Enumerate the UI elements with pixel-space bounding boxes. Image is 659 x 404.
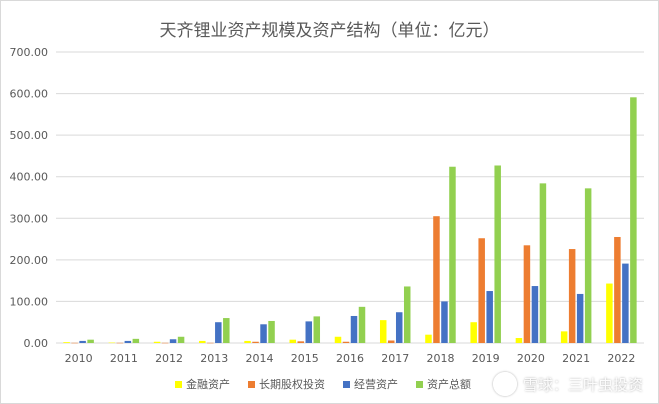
bar — [252, 341, 259, 343]
bar — [79, 340, 86, 343]
y-tick-label: 400.00 — [10, 171, 49, 184]
bar — [606, 283, 613, 343]
x-tick-label: 2021 — [562, 352, 590, 365]
bar — [305, 321, 313, 343]
bar — [614, 236, 621, 343]
bar — [215, 322, 222, 343]
bar — [395, 312, 403, 343]
bar — [334, 336, 342, 343]
bar — [494, 165, 501, 343]
legend-swatch-equity — [248, 380, 255, 388]
x-tick-label: 2018 — [426, 352, 454, 365]
legend-label-operating: 经营资产 — [354, 378, 398, 391]
legend-swatch-operating — [343, 380, 350, 388]
bar — [223, 318, 230, 343]
bar — [153, 341, 161, 343]
legend-label-equity: 长期股权投资 — [259, 378, 325, 391]
x-tick-label: 2011 — [110, 352, 138, 365]
bar — [433, 216, 440, 343]
bar — [124, 340, 132, 343]
bar — [260, 324, 267, 343]
x-tick-label: 2012 — [155, 352, 183, 365]
legend-item-financial: 金融资产 — [175, 376, 230, 392]
legend-label-financial: 金融资产 — [186, 378, 230, 391]
x-tick-label: 2016 — [336, 352, 364, 365]
bar — [289, 339, 297, 343]
bar — [358, 306, 366, 343]
bar — [207, 342, 214, 344]
bar — [379, 320, 387, 343]
x-tick-label: 2013 — [200, 352, 228, 365]
bar — [132, 338, 140, 343]
bar — [387, 340, 395, 343]
watermark-text: 雪球：三叶虫投资 — [522, 375, 643, 394]
bar — [313, 316, 321, 343]
x-tick-label: 2015 — [291, 352, 319, 365]
bar — [470, 322, 477, 343]
bar — [169, 339, 177, 343]
bar — [199, 340, 206, 343]
y-tick-label: 600.00 — [10, 88, 49, 101]
legend-item-total: 资产总额 — [416, 376, 471, 392]
bar — [539, 183, 547, 343]
bar — [441, 301, 448, 343]
bar — [523, 245, 531, 343]
chart-legend: 金融资产 长期股权投资 经营资产 资产总额 — [175, 377, 471, 391]
bar — [297, 341, 305, 343]
bar — [515, 338, 523, 343]
y-tick-label: 300.00 — [10, 212, 49, 225]
legend-swatch-financial — [175, 380, 182, 388]
bar — [630, 97, 637, 343]
bar — [108, 342, 116, 344]
bar — [568, 249, 576, 343]
x-tick-label: 2019 — [472, 352, 500, 365]
legend-item-operating: 经营资产 — [343, 376, 398, 392]
x-tick-label: 2014 — [246, 352, 274, 365]
bar — [403, 286, 411, 343]
y-tick-label: 500.00 — [10, 129, 49, 142]
bar — [268, 320, 275, 343]
bar — [116, 342, 124, 344]
bar — [560, 331, 568, 343]
bar — [63, 342, 70, 343]
x-tick-label: 2022 — [607, 352, 635, 365]
bar — [425, 334, 432, 343]
bar — [486, 291, 493, 343]
chart-title: 天齐锂业资产规模及资产结构（单位：亿元） — [159, 21, 500, 41]
watermark: 雪球：三叶虫投资 — [492, 372, 643, 396]
legend-item-equity: 长期股权投资 — [248, 376, 325, 392]
legend-swatch-total — [416, 380, 423, 388]
x-tick-label: 2010 — [65, 352, 93, 365]
y-tick-label: 100.00 — [10, 295, 49, 308]
bar — [161, 342, 169, 344]
bar — [531, 286, 539, 343]
y-tick-label: 700.00 — [10, 46, 49, 59]
y-tick-label: 200.00 — [10, 254, 49, 267]
snowball-logo-icon — [492, 372, 517, 396]
bar — [478, 238, 485, 343]
bar — [71, 342, 78, 344]
legend-label-total: 资产总额 — [427, 378, 471, 391]
bar — [576, 293, 584, 343]
bar — [449, 166, 456, 343]
x-tick-label: 2017 — [381, 352, 409, 365]
bar — [584, 188, 592, 343]
y-tick-label: 0.00 — [24, 337, 49, 350]
bar — [350, 315, 358, 343]
bar — [342, 341, 350, 343]
x-tick-label: 2020 — [517, 352, 545, 365]
bar — [244, 340, 251, 343]
bar — [177, 336, 185, 343]
bar — [622, 263, 629, 343]
bar — [87, 339, 94, 343]
